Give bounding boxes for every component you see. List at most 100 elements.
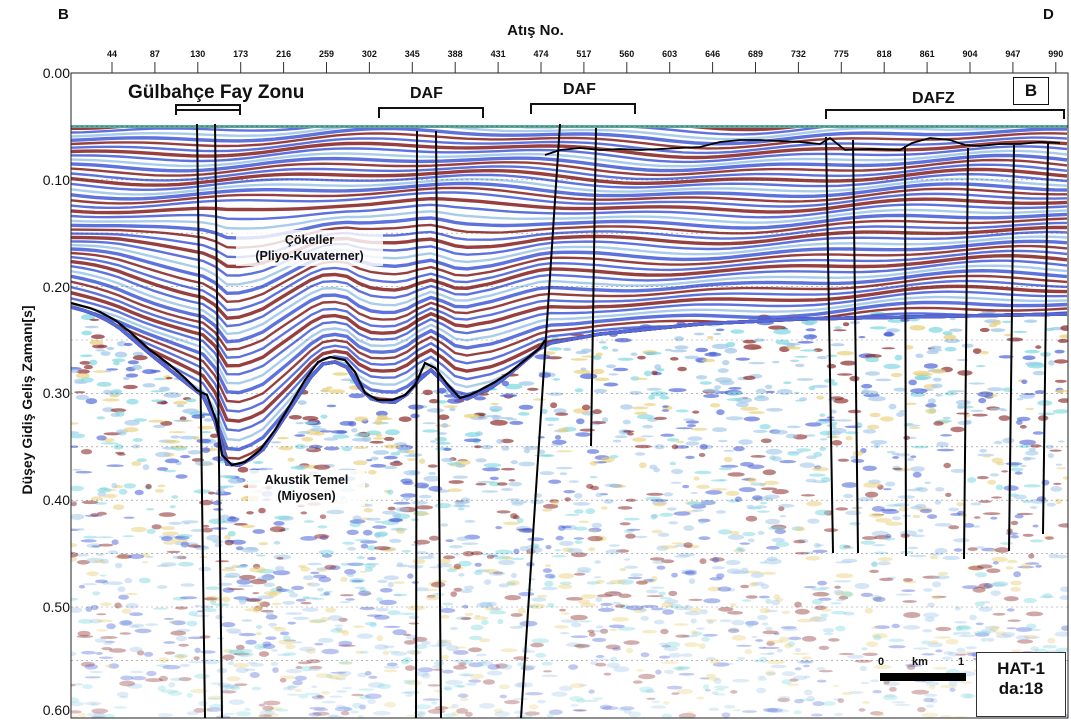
basement-speckle bbox=[357, 672, 368, 678]
basement-speckle bbox=[244, 668, 256, 672]
y-tick-label: 0.60 bbox=[42, 702, 70, 718]
basement-speckle bbox=[845, 436, 853, 441]
basement-speckle bbox=[709, 403, 721, 408]
basement-speckle bbox=[1025, 450, 1039, 456]
basement-speckle bbox=[612, 647, 621, 651]
basement-speckle bbox=[923, 612, 939, 618]
basement-speckle bbox=[203, 597, 218, 601]
basement-speckle bbox=[100, 351, 111, 356]
basement-speckle bbox=[203, 608, 217, 613]
basement-speckle bbox=[225, 628, 242, 633]
basement-speckle bbox=[794, 608, 810, 615]
basement-speckle bbox=[317, 587, 324, 592]
basement-speckle bbox=[696, 484, 710, 489]
basement-speckle bbox=[822, 628, 835, 633]
basement-speckle bbox=[235, 546, 244, 551]
basement-speckle bbox=[517, 412, 530, 416]
basement-speckle bbox=[989, 407, 1006, 411]
basement-speckle bbox=[488, 571, 506, 576]
basement-speckle bbox=[555, 412, 569, 416]
basement-speckle bbox=[257, 595, 274, 599]
basement-speckle bbox=[576, 643, 585, 650]
basement-speckle bbox=[180, 520, 199, 524]
basement-speckle bbox=[955, 625, 972, 631]
basement-speckle bbox=[92, 591, 101, 596]
basement-speckle bbox=[252, 607, 261, 613]
basement-speckle bbox=[727, 611, 744, 615]
basement-speckle bbox=[308, 668, 321, 672]
basement-speckle bbox=[342, 629, 349, 636]
basement-speckle bbox=[748, 478, 757, 483]
reflector-line bbox=[71, 132, 1068, 150]
basement-speckle bbox=[145, 623, 159, 626]
basement-speckle bbox=[573, 509, 584, 514]
basement-speckle bbox=[404, 665, 416, 671]
basement-speckle bbox=[602, 417, 609, 423]
basement-speckle bbox=[551, 555, 568, 558]
basement-speckle bbox=[353, 446, 368, 450]
basement-speckle bbox=[1013, 330, 1028, 333]
fault-line bbox=[904, 145, 907, 557]
basement-speckle bbox=[928, 326, 943, 333]
basement-speckle bbox=[96, 435, 107, 441]
basement-speckle bbox=[169, 505, 176, 509]
basement-speckle bbox=[323, 437, 339, 441]
basement-speckle bbox=[923, 588, 933, 592]
y-tick-label: 0.20 bbox=[42, 279, 70, 295]
basement-speckle bbox=[197, 425, 215, 430]
basement-speckle bbox=[1055, 647, 1068, 652]
basement-speckle bbox=[986, 568, 1001, 573]
basement-speckle bbox=[453, 665, 468, 670]
basement-speckle bbox=[491, 554, 499, 557]
basement-speckle bbox=[290, 466, 305, 470]
basement-speckle bbox=[833, 697, 841, 701]
basement-speckle bbox=[452, 685, 466, 688]
basement-speckle bbox=[764, 558, 782, 565]
basement-speckle bbox=[387, 489, 394, 495]
basement-speckle bbox=[426, 408, 445, 413]
basement-speckle bbox=[474, 614, 481, 618]
basement-speckle bbox=[689, 607, 702, 613]
basement-speckle bbox=[831, 382, 838, 386]
basement-speckle bbox=[865, 491, 879, 498]
basement-speckle bbox=[898, 507, 909, 512]
basement-speckle bbox=[392, 593, 408, 597]
basement-speckle bbox=[599, 704, 612, 710]
basement-speckle bbox=[643, 403, 656, 407]
basement-speckle bbox=[379, 599, 397, 606]
basement-speckle bbox=[119, 680, 136, 687]
basement-speckle bbox=[743, 416, 760, 422]
basement-speckle bbox=[117, 341, 127, 347]
basement-speckle bbox=[206, 534, 221, 541]
basement-speckle bbox=[236, 648, 253, 653]
basement-speckle bbox=[325, 607, 337, 613]
basement-speckle bbox=[330, 671, 347, 674]
x-tick-label: 818 bbox=[876, 49, 892, 59]
basement-speckle bbox=[123, 427, 139, 433]
basement-speckle bbox=[972, 413, 988, 417]
basement-speckle bbox=[627, 576, 643, 580]
basement-speckle bbox=[992, 581, 1009, 587]
basement-speckle bbox=[767, 659, 785, 665]
basement-speckle bbox=[925, 403, 937, 408]
basement-speckle bbox=[603, 499, 614, 504]
basement-speckle bbox=[817, 580, 827, 586]
basement-speckle bbox=[803, 675, 811, 679]
basement-speckle bbox=[933, 666, 948, 670]
basement-speckle bbox=[509, 625, 524, 629]
basement-speckle bbox=[83, 535, 98, 539]
basement-speckle bbox=[609, 455, 619, 459]
basement-speckle bbox=[574, 493, 583, 499]
basement-speckle bbox=[326, 404, 337, 408]
basement-speckle bbox=[586, 483, 594, 489]
basement-speckle bbox=[453, 553, 461, 556]
basement-speckle bbox=[382, 650, 390, 656]
basement-speckle bbox=[127, 683, 143, 689]
basement-speckle bbox=[367, 682, 386, 688]
basement-speckle bbox=[428, 485, 443, 492]
basement-speckle bbox=[745, 621, 755, 626]
basement-speckle bbox=[446, 645, 459, 652]
basement-speckle bbox=[71, 468, 82, 471]
basement-speckle bbox=[973, 516, 981, 519]
basement-speckle bbox=[709, 577, 723, 581]
